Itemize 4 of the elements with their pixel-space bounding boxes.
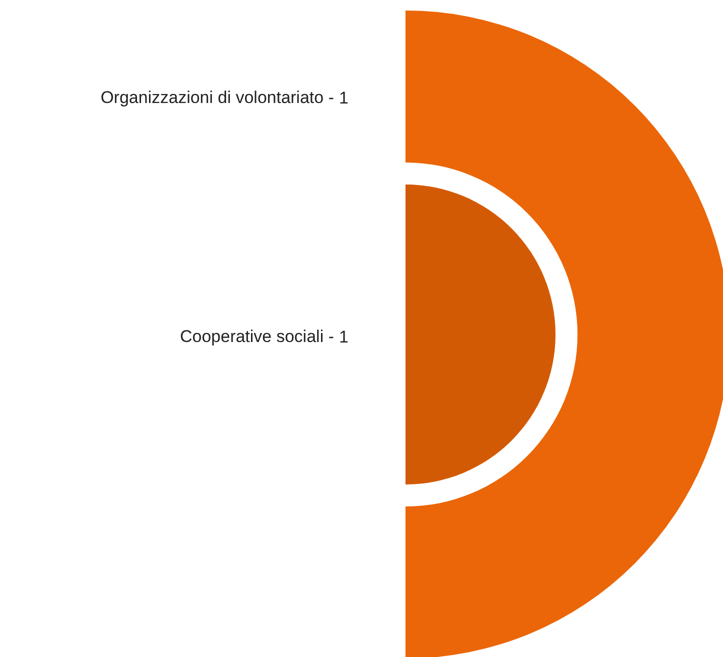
data-label: 1 (339, 328, 349, 346)
data-label: 1 (339, 88, 349, 108)
category-label: Cooperative sociali - (180, 327, 334, 346)
category-label: Organizzazioni di volontariato - (100, 88, 334, 107)
